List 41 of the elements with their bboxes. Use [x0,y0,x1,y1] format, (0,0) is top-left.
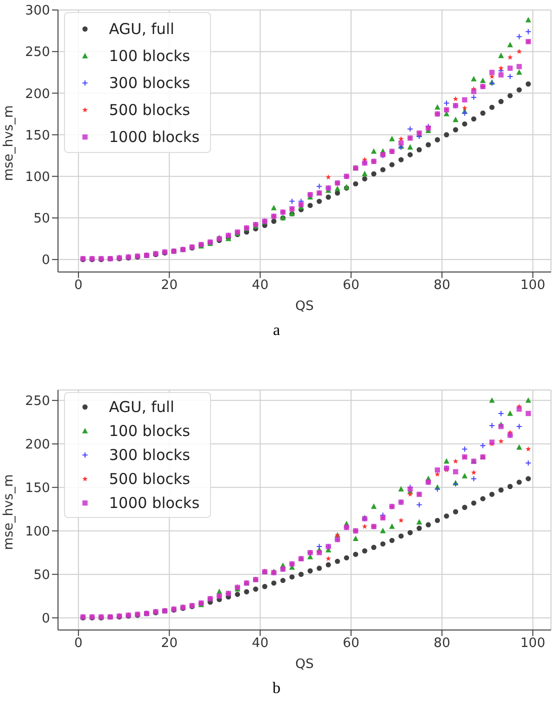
text: a [272,322,282,340]
x-axis-title: QS [295,657,314,672]
x-tick-label: 0 [74,636,83,652]
legend-label: 1000 blocks [109,494,200,512]
legend-label: 100 blocks [109,422,190,440]
text: b [272,680,282,698]
x-tick-label: 80 [434,278,450,294]
legend-label: 300 blocks [109,74,190,92]
y-tick-label: 100 [25,524,50,540]
x-axis-title: QS [295,299,314,314]
legend-label: AGU, full [109,20,174,38]
y-tick-label: 200 [25,438,50,453]
y-tick-label: 300 [25,4,50,19]
x-tick-label: 20 [161,278,178,294]
y-tick-label: 50 [33,568,50,583]
y-tick-label: 250 [25,45,50,60]
x-tick-label: 60 [342,636,360,652]
legend-label: AGU, full [109,398,174,416]
y-tick-label: 150 [25,128,50,144]
x-tick-label: 80 [434,636,450,652]
x-tick-label: 60 [342,278,360,294]
x-tick-label: 20 [161,636,178,652]
y-tick-label: 250 [25,394,50,410]
legend-label: 500 blocks [109,100,190,118]
legend-label: 300 blocks [109,446,190,464]
x-tick-label: 40 [252,636,268,652]
y-tick-label: 200 [25,86,50,102]
y-tick-label: 100 [25,170,50,185]
legend-label: 1000 blocks [109,128,200,146]
x-tick-label: 100 [520,278,546,294]
legend-label: 100 blocks [109,46,190,64]
y-tick-label: 0 [42,611,50,626]
y-axis-title: mse_hvs_m [2,105,17,181]
y-tick-label: 0 [42,253,50,268]
y-tick-label: 150 [25,481,50,496]
legend-label: 500 blocks [109,470,190,488]
x-tick-label: 40 [252,278,268,294]
y-axis-title: mse_hvs_m [2,474,17,550]
x-tick-label: 100 [520,636,546,652]
x-tick-label: 0 [74,278,83,294]
y-tick-label: 50 [33,212,50,227]
